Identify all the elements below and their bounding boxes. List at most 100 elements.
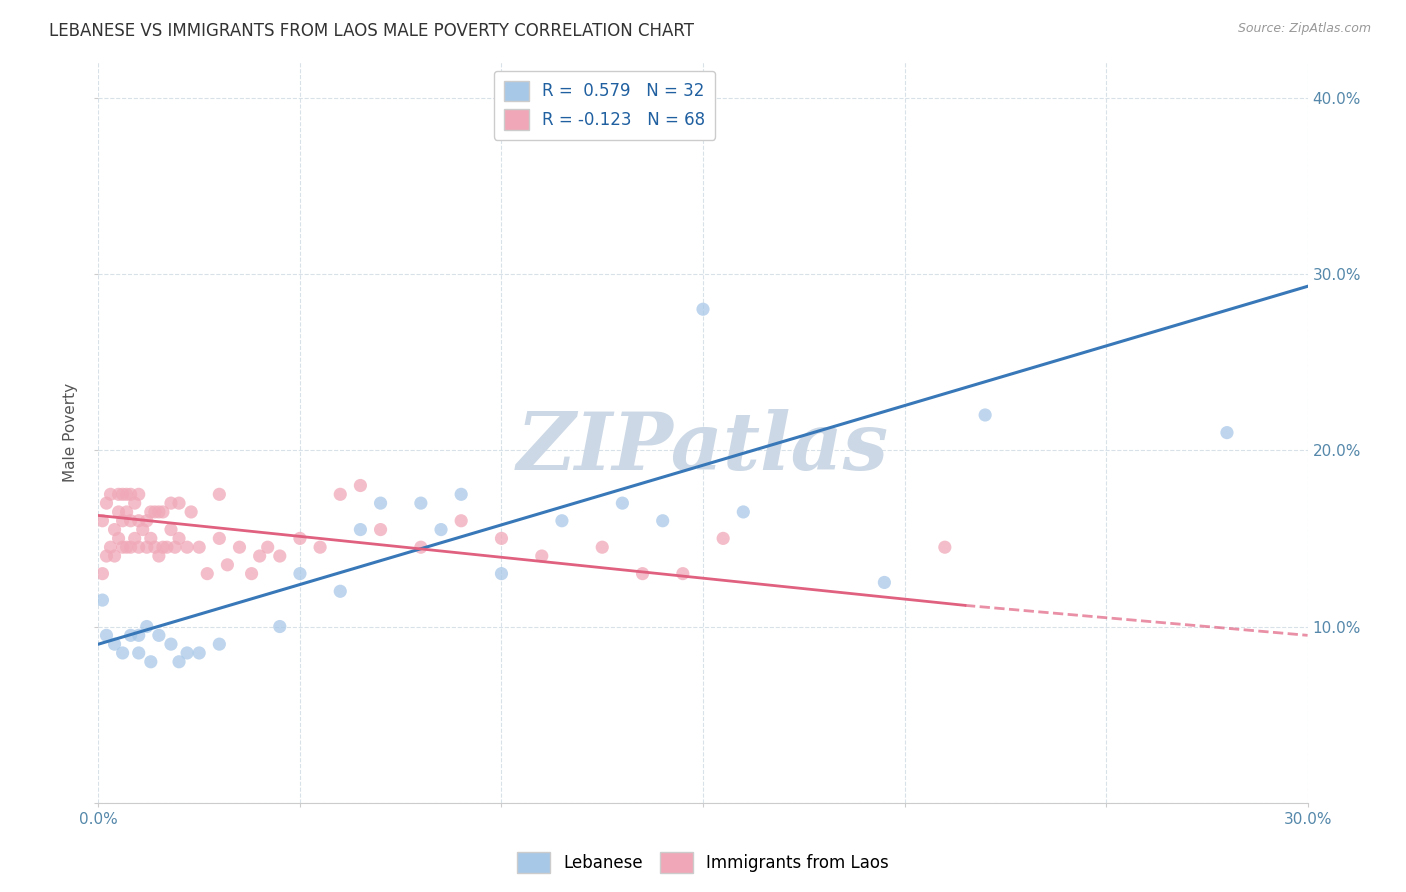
Point	[160, 496, 183, 510]
Point	[167, 655, 190, 669]
Point	[208, 532, 231, 546]
Point	[450, 487, 472, 501]
Point	[163, 540, 186, 554]
Point	[143, 540, 166, 554]
Point	[91, 593, 114, 607]
Point	[103, 637, 125, 651]
Text: LEBANESE VS IMMIGRANTS FROM LAOS MALE POVERTY CORRELATION CHART: LEBANESE VS IMMIGRANTS FROM LAOS MALE PO…	[49, 22, 695, 40]
Point	[591, 540, 613, 554]
Point	[240, 566, 263, 581]
Point	[530, 549, 553, 563]
Point	[370, 496, 392, 510]
Point	[612, 496, 634, 510]
Point	[107, 487, 129, 501]
Point	[208, 487, 231, 501]
Point	[450, 514, 472, 528]
Point	[711, 532, 734, 546]
Point	[409, 540, 432, 554]
Point	[115, 540, 138, 554]
Point	[128, 514, 150, 528]
Point	[176, 540, 198, 554]
Point	[111, 514, 134, 528]
Point	[120, 628, 142, 642]
Point	[733, 505, 755, 519]
Point	[873, 575, 896, 590]
Point	[269, 549, 291, 563]
Point	[135, 540, 157, 554]
Point	[120, 540, 142, 554]
Point	[156, 540, 179, 554]
Point	[430, 523, 453, 537]
Point	[228, 540, 250, 554]
Point	[128, 628, 150, 642]
Point	[139, 655, 162, 669]
Point	[135, 619, 157, 633]
Point	[91, 514, 114, 528]
Point	[111, 487, 134, 501]
Point	[91, 566, 114, 581]
Point	[160, 637, 183, 651]
Point	[692, 302, 714, 317]
Point	[329, 487, 352, 501]
Point	[188, 646, 211, 660]
Point	[96, 628, 118, 642]
Point	[167, 532, 190, 546]
Legend: R =  0.579   N = 32, R = -0.123   N = 68: R = 0.579 N = 32, R = -0.123 N = 68	[494, 70, 716, 140]
Point	[288, 532, 311, 546]
Point	[176, 646, 198, 660]
Point	[96, 496, 118, 510]
Point	[269, 619, 291, 633]
Point	[128, 540, 150, 554]
Point	[139, 505, 162, 519]
Point	[288, 566, 311, 581]
Point	[329, 584, 352, 599]
Point	[370, 523, 392, 537]
Point	[148, 549, 170, 563]
Point	[217, 558, 239, 572]
Point	[96, 549, 118, 563]
Point	[631, 566, 654, 581]
Point	[672, 566, 695, 581]
Point	[152, 540, 174, 554]
Point	[120, 514, 142, 528]
Point	[349, 478, 371, 492]
Point	[349, 523, 371, 537]
Point	[115, 487, 138, 501]
Point	[249, 549, 271, 563]
Point	[103, 549, 125, 563]
Point	[195, 566, 218, 581]
Text: ZIPatlas: ZIPatlas	[517, 409, 889, 486]
Point	[124, 496, 146, 510]
Point	[188, 540, 211, 554]
Point	[208, 637, 231, 651]
Point	[120, 487, 142, 501]
Point	[132, 523, 155, 537]
Point	[309, 540, 332, 554]
Point	[152, 505, 174, 519]
Point	[100, 487, 122, 501]
Point	[111, 540, 134, 554]
Y-axis label: Male Poverty: Male Poverty	[63, 383, 79, 483]
Point	[180, 505, 202, 519]
Point	[107, 532, 129, 546]
Point	[124, 532, 146, 546]
Point	[139, 532, 162, 546]
Point	[160, 523, 183, 537]
Text: Source: ZipAtlas.com: Source: ZipAtlas.com	[1237, 22, 1371, 36]
Point	[128, 646, 150, 660]
Point	[115, 505, 138, 519]
Point	[974, 408, 997, 422]
Point	[107, 505, 129, 519]
Point	[135, 514, 157, 528]
Point	[143, 505, 166, 519]
Point	[103, 523, 125, 537]
Point	[128, 487, 150, 501]
Point	[409, 496, 432, 510]
Point	[148, 505, 170, 519]
Point	[651, 514, 673, 528]
Point	[934, 540, 956, 554]
Point	[111, 646, 134, 660]
Point	[256, 540, 278, 554]
Point	[100, 540, 122, 554]
Point	[491, 566, 513, 581]
